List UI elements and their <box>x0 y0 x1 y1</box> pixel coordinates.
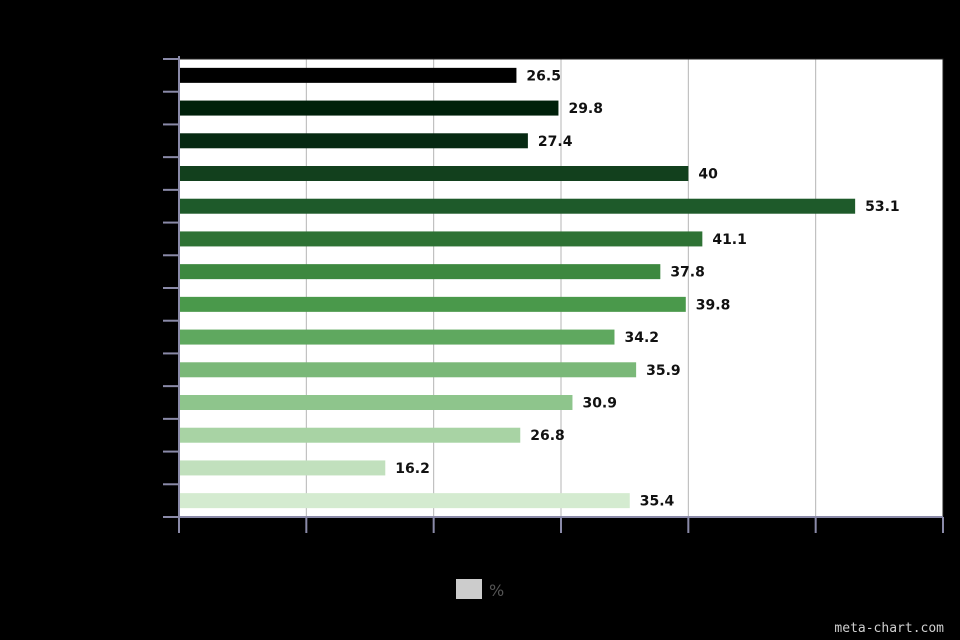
data-label: 26.8 <box>530 428 565 444</box>
data-label: 40 <box>698 167 718 183</box>
bar <box>180 166 689 181</box>
data-label: 16.2 <box>395 461 430 477</box>
legend: % <box>456 579 504 600</box>
bar <box>180 362 637 378</box>
bar <box>180 264 661 280</box>
bar <box>180 329 615 345</box>
bar <box>180 427 521 443</box>
bar <box>180 67 517 83</box>
bar <box>180 493 630 509</box>
bar <box>180 395 573 410</box>
data-label: 53.1 <box>865 199 900 215</box>
data-label: 39.8 <box>696 297 731 313</box>
bar <box>180 460 386 476</box>
bar <box>180 100 559 116</box>
data-label: 27.4 <box>538 134 573 150</box>
data-label: 37.8 <box>670 265 705 281</box>
bars <box>180 67 856 509</box>
bar <box>180 133 528 149</box>
legend-label: % <box>489 581 504 600</box>
watermark: meta-chart.com <box>834 621 944 636</box>
axes <box>163 56 944 533</box>
data-label: 29.8 <box>568 101 603 117</box>
value-labels: 26.5 29.8 27.4 40 53.1 41.1 37.8 39.8 34.2 35.9 30… <box>395 68 899 509</box>
data-label: 30.9 <box>582 396 617 412</box>
data-label: 34.2 <box>624 330 659 346</box>
bar <box>180 231 703 247</box>
bar <box>180 198 856 214</box>
legend-swatch <box>456 579 482 599</box>
data-label: 26.5 <box>526 68 561 84</box>
bar <box>180 296 686 312</box>
data-label: 35.4 <box>640 494 675 510</box>
data-label: 35.9 <box>646 363 681 379</box>
data-label: 41.1 <box>712 232 747 248</box>
